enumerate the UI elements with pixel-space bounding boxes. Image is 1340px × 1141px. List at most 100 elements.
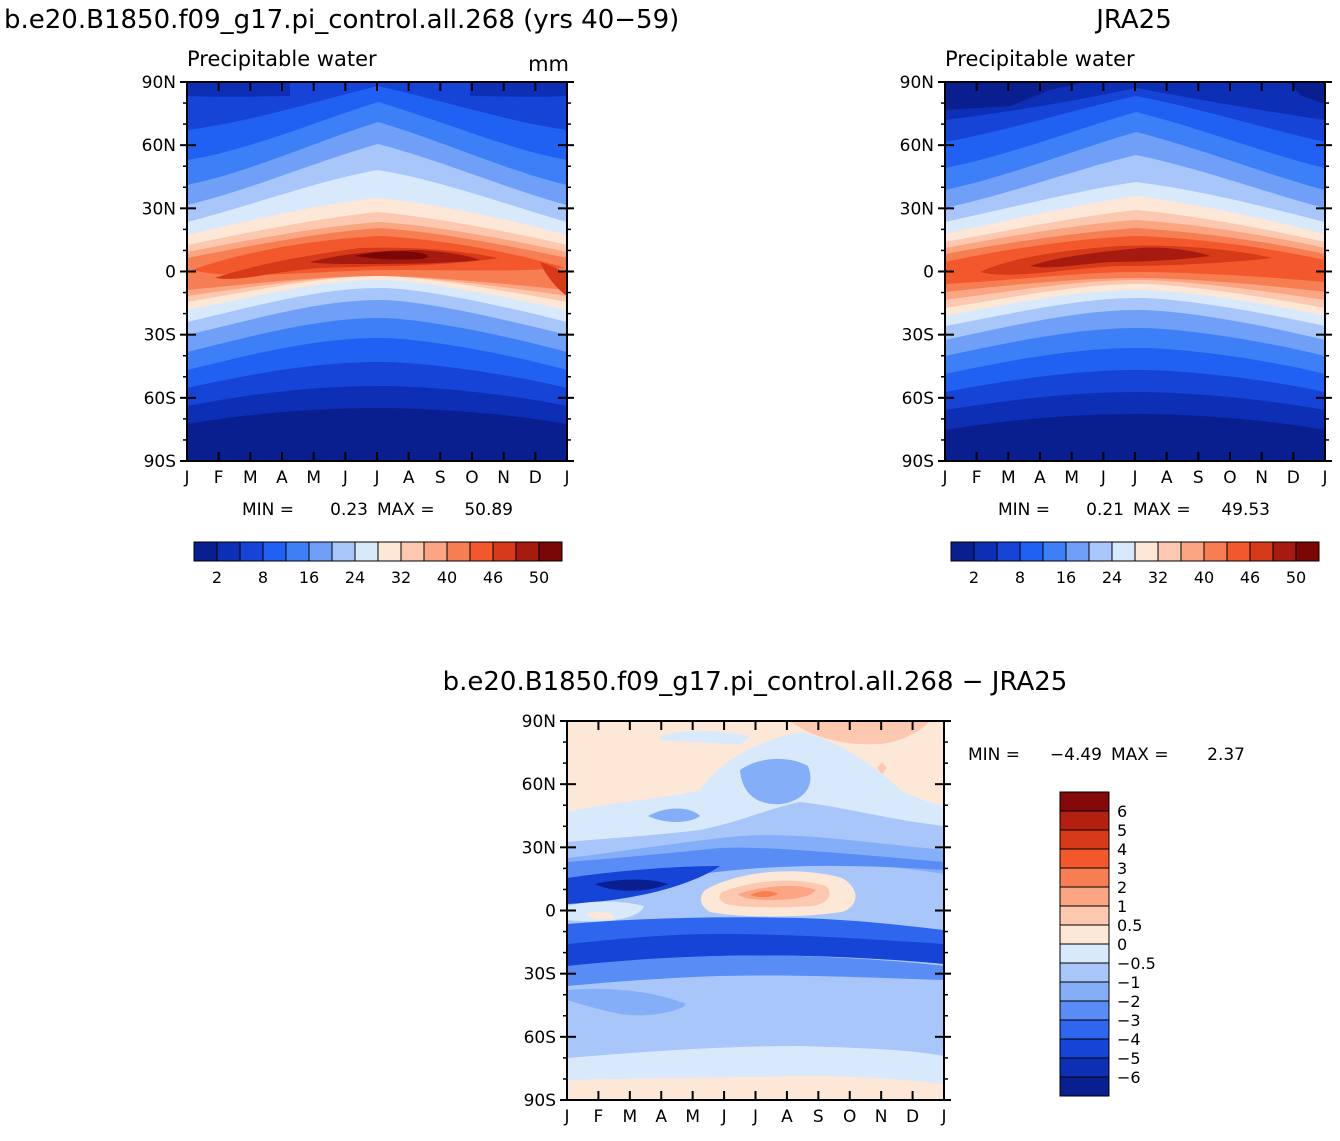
y-tick-label: 30S [524, 965, 556, 985]
colorbar-swatch [950, 541, 975, 562]
colorbar-swatch [515, 541, 540, 562]
y-tick-label: 90N [522, 712, 556, 732]
y-tick-label: 90N [900, 73, 934, 93]
colorbar-label: 1 [1117, 897, 1127, 916]
colorbar-swatch [1059, 1076, 1110, 1097]
y-tick-label: 60S [902, 389, 934, 409]
min-value: −4.49 [1050, 745, 1102, 765]
y-tick-label: 60N [142, 136, 176, 156]
x-tick-label: A [403, 468, 415, 488]
x-tick-label: M [1001, 468, 1016, 488]
x-tick-label: D [1287, 468, 1300, 488]
colorbar-swatch [1059, 810, 1110, 831]
x-tick-label: J [752, 1107, 758, 1127]
colorbar-label: 40 [1194, 568, 1214, 587]
x-tick-label: S [435, 468, 446, 488]
colorbar-swatch [1180, 541, 1205, 562]
x-tick-label: F [214, 468, 224, 488]
x-tick-label: O [1223, 468, 1236, 488]
x-tick-label: O [843, 1107, 856, 1127]
colorbar-label: 0.5 [1117, 916, 1142, 935]
y-tick-label: 0 [545, 902, 556, 922]
y-tick-label: 30N [522, 838, 556, 858]
colorbar-label: 50 [1286, 568, 1306, 587]
panel-title: b.e20.B1850.f09_g17.pi_control.all.268 −… [443, 667, 1068, 697]
colorbar-label: 50 [529, 568, 549, 587]
colorbar-label: 46 [1240, 568, 1260, 587]
colorbar-swatch [423, 541, 448, 562]
colorbar: 2 8 16 24 32 40 46 50 [193, 541, 563, 587]
y-tick-label: 60S [144, 389, 176, 409]
x-tick-label: F [594, 1107, 604, 1127]
contour-field [567, 721, 944, 1100]
x-tick-label: J [1131, 468, 1137, 488]
colorbar-swatch [308, 541, 333, 562]
colorbar-swatch [1059, 962, 1110, 983]
y-tick-label: 90S [144, 452, 176, 472]
colorbar-swatch [1059, 943, 1110, 964]
x-tick-label: M [306, 468, 321, 488]
colorbar-swatch [262, 541, 287, 562]
colorbar-swatch [216, 541, 241, 562]
colorbar-swatch [469, 541, 494, 562]
x-tick-label: M [243, 468, 258, 488]
colorbar-swatch [1059, 924, 1110, 945]
min-value: 0.23 [330, 500, 368, 520]
x-tick-label: N [497, 468, 510, 488]
y-tick-label: 60N [900, 136, 934, 156]
colorbar-label: 16 [1056, 568, 1076, 587]
x-tick-label: J [1321, 468, 1327, 488]
x-tick-label: F [972, 468, 982, 488]
colorbar-swatch [1059, 1019, 1110, 1040]
max-label: MAX = [1111, 745, 1169, 765]
colorbar-swatch [492, 541, 517, 562]
colorbar-label: 0 [1117, 935, 1127, 954]
y-tick-label: 60N [522, 775, 556, 795]
colorbar-label: −3 [1117, 1011, 1141, 1030]
x-tick-label: J [563, 468, 569, 488]
max-value: 2.37 [1207, 745, 1245, 765]
colorbar-swatch [400, 541, 425, 562]
colorbar-label: 32 [391, 568, 411, 587]
colorbar-label: 8 [1015, 568, 1025, 587]
panel-title: JRA25 [1094, 5, 1172, 35]
colorbar-swatch [1059, 1057, 1110, 1078]
x-tick-label: A [1161, 468, 1173, 488]
max-value: 49.53 [1221, 500, 1270, 520]
colorbar-label: 6 [1117, 802, 1127, 821]
colorbar-label: 5 [1117, 821, 1127, 840]
colorbar-swatch [1059, 905, 1110, 926]
colorbar-swatch [1019, 541, 1044, 562]
x-tick-label: A [655, 1107, 667, 1127]
colorbar-label: −0.5 [1117, 954, 1156, 973]
colorbar-label: −6 [1117, 1068, 1141, 1087]
colorbar-label: −2 [1117, 992, 1141, 1011]
colorbar-swatch [1059, 867, 1110, 888]
y-tick-label: 30N [900, 199, 934, 219]
colorbar-label: 2 [969, 568, 979, 587]
panel-subtitle: Precipitable water [187, 47, 377, 71]
colorbar-label: 2 [1117, 878, 1127, 897]
colorbar-label: 46 [483, 568, 503, 587]
colorbar-label: 16 [299, 568, 319, 587]
colorbar-swatch [1059, 791, 1110, 812]
colorbar-swatch [1059, 1038, 1110, 1059]
colorbar-swatch [538, 541, 563, 562]
x-tick-label: M [622, 1107, 637, 1127]
min-label: MIN = [242, 500, 294, 520]
x-tick-label: M [1064, 468, 1079, 488]
colorbar-swatch [1059, 829, 1110, 850]
x-tick-label: D [906, 1107, 919, 1127]
min-value: 0.21 [1086, 500, 1124, 520]
y-tick-label: 60S [524, 1028, 556, 1048]
x-tick-label: S [1193, 468, 1204, 488]
panel-model: b.e20.B1850.f09_g17.pi_control.all.268 (… [4, 5, 679, 587]
x-tick-label: J [373, 468, 379, 488]
colorbar-label: 3 [1117, 859, 1127, 878]
y-tick-label: 90S [902, 452, 934, 472]
contour-field [945, 82, 1325, 461]
max-value: 50.89 [464, 500, 513, 520]
colorbar-swatch [377, 541, 402, 562]
